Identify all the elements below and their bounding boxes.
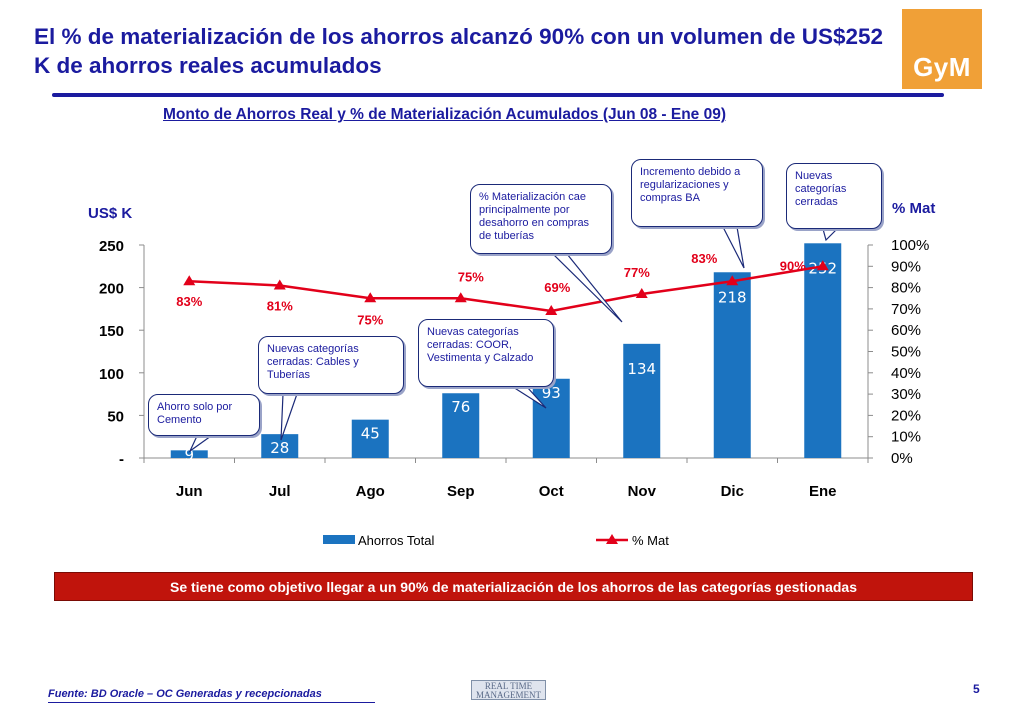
left-tick-label: 50 (107, 408, 124, 425)
mat-value-label: 81% (267, 298, 293, 313)
left-tick-label: 200 (99, 281, 124, 298)
right-tick-label: 80% (891, 280, 921, 297)
mat-marker (635, 287, 648, 298)
source-note: Fuente: BD Oracle – OC Generadas y recep… (48, 688, 322, 700)
title-divider (52, 93, 944, 97)
x-tick-label: Sep (447, 483, 475, 500)
mat-line (189, 265, 823, 313)
x-tick-label: Oct (539, 483, 564, 500)
mat-marker (183, 275, 196, 286)
callout-regularizaciones: Incremento debido a regularizaciones y c… (631, 159, 763, 227)
legend-label-ahorros: Ahorros Total (358, 533, 434, 548)
bar-value-label: 9 (184, 446, 194, 464)
bar-jun (170, 450, 208, 458)
mat-value-label: 90% (780, 258, 806, 273)
left-tick-label: - (119, 451, 124, 468)
bar-ene (804, 243, 842, 458)
bar-nov (623, 343, 661, 458)
bar-value-label: 76 (451, 398, 470, 416)
mat-marker (273, 279, 286, 290)
page-title: El % de materialización de los ahorros a… (34, 24, 884, 78)
bar-ago (351, 419, 389, 458)
x-tick-label: Ene (809, 483, 837, 500)
right-tick-label: 60% (891, 322, 921, 339)
bar-value-label: 93 (542, 384, 561, 402)
watermark-line2: MANAGEMENT (476, 690, 541, 700)
x-tick-label: Jun (176, 483, 203, 500)
mat-marker (726, 275, 739, 286)
left-axis-title: US$ K (88, 205, 133, 222)
page-number: 5 (973, 682, 980, 696)
left-tick-label: 150 (99, 323, 124, 340)
right-tick-label: 100% (891, 237, 929, 254)
mat-value-label: 75% (357, 312, 383, 327)
right-tick-label: 70% (891, 301, 921, 318)
callout-pointer (551, 253, 623, 323)
right-tick-label: 90% (891, 258, 921, 275)
bar-jul (261, 434, 299, 458)
mat-value-label: 75% (458, 269, 484, 284)
source-underline (48, 702, 375, 703)
real-time-management-logo: REAL TIME MANAGEMENT (471, 680, 546, 700)
mat-marker (545, 305, 558, 316)
right-axis-title: % Mat (892, 200, 936, 217)
legend-marker-mat (606, 534, 618, 544)
callout-cables-tuberias: Nuevas categorías cerradas: Cables y Tub… (258, 336, 404, 394)
mat-value-label: 83% (691, 251, 717, 266)
callout-coor-vestimenta: Nuevas categorías cerradas: COOR, Vestim… (418, 319, 554, 387)
mat-value-label: 69% (544, 280, 570, 295)
left-tick-label: 250 (99, 238, 124, 255)
right-tick-label: 10% (891, 429, 921, 446)
mat-value-label: 83% (176, 294, 202, 309)
chart-subtitle: Monto de Ahorros Real y % de Materializa… (163, 106, 726, 123)
left-tick-label: 100 (99, 366, 124, 383)
mat-value-label: 77% (624, 265, 650, 280)
callout-pointer (722, 226, 745, 269)
bar-value-label: 28 (270, 439, 289, 457)
x-tick-label: Ago (356, 483, 385, 500)
bar-value-label: 134 (627, 360, 656, 378)
mat-marker (454, 292, 467, 303)
bar-sep (442, 393, 480, 458)
mat-marker (364, 292, 377, 303)
bar-value-label: 45 (361, 425, 380, 443)
watermark-line1: REAL TIME (484, 681, 533, 691)
callout-cemento: Ahorro solo por Cemento (148, 394, 260, 436)
bar-dic (713, 272, 751, 458)
mat-marker (816, 260, 829, 271)
legend-label-mat: % Mat (632, 533, 669, 548)
right-tick-label: 50% (891, 344, 921, 361)
x-tick-label: Jul (269, 483, 291, 500)
right-tick-label: 30% (891, 386, 921, 403)
x-tick-label: Dic (721, 483, 744, 500)
callout-pointer (822, 228, 839, 242)
x-tick-label: Nov (628, 483, 657, 500)
callout-materializacion-cae: % Materialización cae principalmente por… (470, 184, 612, 254)
bar-value-label: 218 (718, 288, 747, 306)
goal-banner: Se tiene como objetivo llegar a un 90% d… (54, 572, 973, 601)
right-tick-label: 40% (891, 365, 921, 382)
callout-nuevas-categorias: Nuevas categorías cerradas (786, 163, 882, 229)
right-tick-label: 20% (891, 407, 921, 424)
gym-logo: GyM (902, 9, 982, 89)
bar-oct (532, 378, 570, 458)
callout-pointer (188, 435, 213, 453)
legend-swatch-ahorros (323, 535, 355, 544)
callout-pointer (280, 393, 298, 441)
logo-text: GyM (913, 52, 971, 82)
callout-pointer (510, 386, 547, 409)
right-tick-label: 0% (891, 450, 913, 467)
